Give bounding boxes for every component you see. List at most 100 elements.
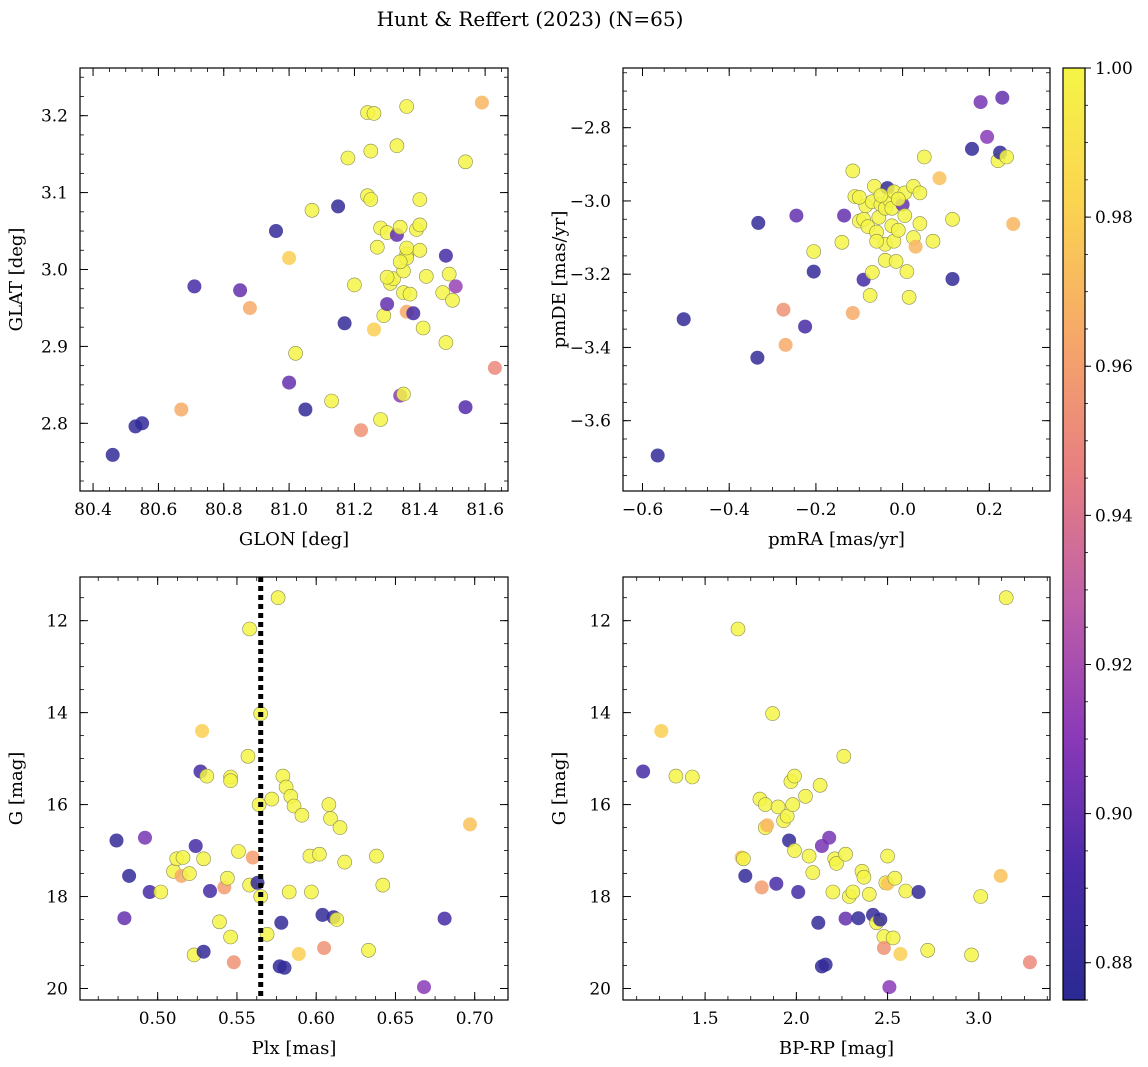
panel-plx-g: 0.50 0.55 0.60 0.65 0.70 12 14 16 18 20 Plx [mas] G… <box>6 576 509 1059</box>
data-point <box>1022 955 1037 970</box>
data-point <box>861 886 877 902</box>
y-tick-label: −3.2 <box>570 265 611 285</box>
data-point <box>323 811 338 826</box>
data-point <box>893 947 908 961</box>
x-tick-label: 80.6 <box>139 500 177 520</box>
data-point <box>668 768 684 784</box>
x-axis-label: Plx [mas] <box>252 1038 337 1059</box>
data-point <box>212 914 227 930</box>
data-point <box>315 907 330 922</box>
y-axis-label: G [mag] <box>549 752 570 825</box>
data-point <box>438 335 454 350</box>
x-tick-label: 81.6 <box>466 500 504 520</box>
data-points <box>636 590 1037 995</box>
data-point <box>117 911 132 926</box>
data-point <box>412 217 428 233</box>
data-point <box>438 248 453 263</box>
data-point <box>973 95 988 110</box>
data-point <box>369 239 385 255</box>
x-tick-label: −0.6 <box>622 500 663 520</box>
data-point <box>242 621 257 637</box>
y-axis-label: G [mag] <box>6 752 27 825</box>
data-point <box>873 188 889 203</box>
y-tick-label: 12 <box>46 612 68 632</box>
colorbar: 0.88 0.90 0.92 0.94 0.96 0.98 1.00 <box>1062 59 1133 1001</box>
data-point <box>282 251 297 265</box>
colorbar-tick-label: 0.94 <box>1095 506 1133 526</box>
data-point <box>897 208 913 223</box>
data-point <box>890 191 906 207</box>
data-point <box>373 412 388 427</box>
x-tick-label: 0.65 <box>377 1009 415 1029</box>
axes-frame <box>79 67 509 492</box>
colorbar-ticks: 0.88 0.90 0.92 0.94 0.96 0.98 1.00 <box>1085 59 1133 1001</box>
data-point <box>998 590 1014 606</box>
data-point <box>153 884 169 900</box>
data-point <box>448 279 463 294</box>
data-point <box>245 850 260 865</box>
data-point <box>175 850 191 865</box>
data-point <box>109 833 124 848</box>
data-point <box>791 885 806 899</box>
data-point <box>138 830 152 845</box>
data-point <box>856 869 872 885</box>
data-point <box>264 791 280 807</box>
data-point <box>329 912 345 927</box>
y-tick-label: 20 <box>46 980 68 1000</box>
y-tick-label: −3.0 <box>570 192 611 212</box>
y-axis-label: pmDE [mas/yr] <box>549 211 570 349</box>
y-tick-label: 18 <box>46 888 68 908</box>
data-point <box>402 286 418 302</box>
data-point <box>347 277 362 293</box>
data-point <box>684 769 700 785</box>
data-point <box>999 149 1014 165</box>
data-point <box>911 885 926 899</box>
data-point <box>811 915 826 930</box>
data-point <box>369 848 384 864</box>
data-point <box>822 830 837 845</box>
data-point <box>864 265 880 280</box>
data-point <box>223 773 238 789</box>
x-tick-label: 80.8 <box>205 500 243 520</box>
data-point <box>445 292 460 308</box>
x-tick-label: 0.70 <box>456 1009 494 1029</box>
data-point <box>845 884 861 900</box>
data-point <box>418 269 434 284</box>
data-point <box>281 884 297 900</box>
data-point <box>806 264 821 279</box>
data-point <box>993 868 1008 883</box>
panel-pm: −0.6 −0.4 −0.2 0.0 0.2 −3.6 −3.4 −3.2 −3.0 −2.8 pm… <box>549 67 1051 550</box>
data-point <box>412 192 428 207</box>
data-point <box>182 866 197 881</box>
data-point <box>787 843 802 858</box>
data-point <box>380 297 395 312</box>
axes-frame <box>622 67 1051 492</box>
data-point <box>851 911 866 926</box>
data-point <box>901 289 917 305</box>
colorbar-tick-label: 0.92 <box>1095 655 1133 675</box>
panel-glon-glat: 80.4 80.6 80.8 81.0 81.2 81.4 81.6 2.8 2.9 3.0 3.1… <box>6 67 509 550</box>
data-point <box>805 865 821 880</box>
data-point <box>778 337 793 352</box>
data-point <box>980 129 995 144</box>
data-point <box>925 233 941 249</box>
y-tick-label: 3.2 <box>41 107 68 127</box>
data-point <box>240 748 256 764</box>
data-point <box>776 302 791 317</box>
y-tick-label: 3.1 <box>41 184 68 204</box>
data-point <box>898 883 914 899</box>
y-tick-label: 14 <box>46 704 68 724</box>
data-point <box>474 95 489 110</box>
data-point <box>304 884 319 900</box>
data-point <box>223 929 238 945</box>
x-tick-label: 81.2 <box>336 500 374 520</box>
data-point <box>487 360 502 375</box>
axes-frame <box>79 576 509 1001</box>
data-point <box>869 233 884 249</box>
y-tick-label: −3.6 <box>570 412 611 432</box>
data-point <box>845 163 861 179</box>
data-point <box>770 799 786 815</box>
data-point <box>199 768 215 784</box>
data-point <box>754 880 769 895</box>
